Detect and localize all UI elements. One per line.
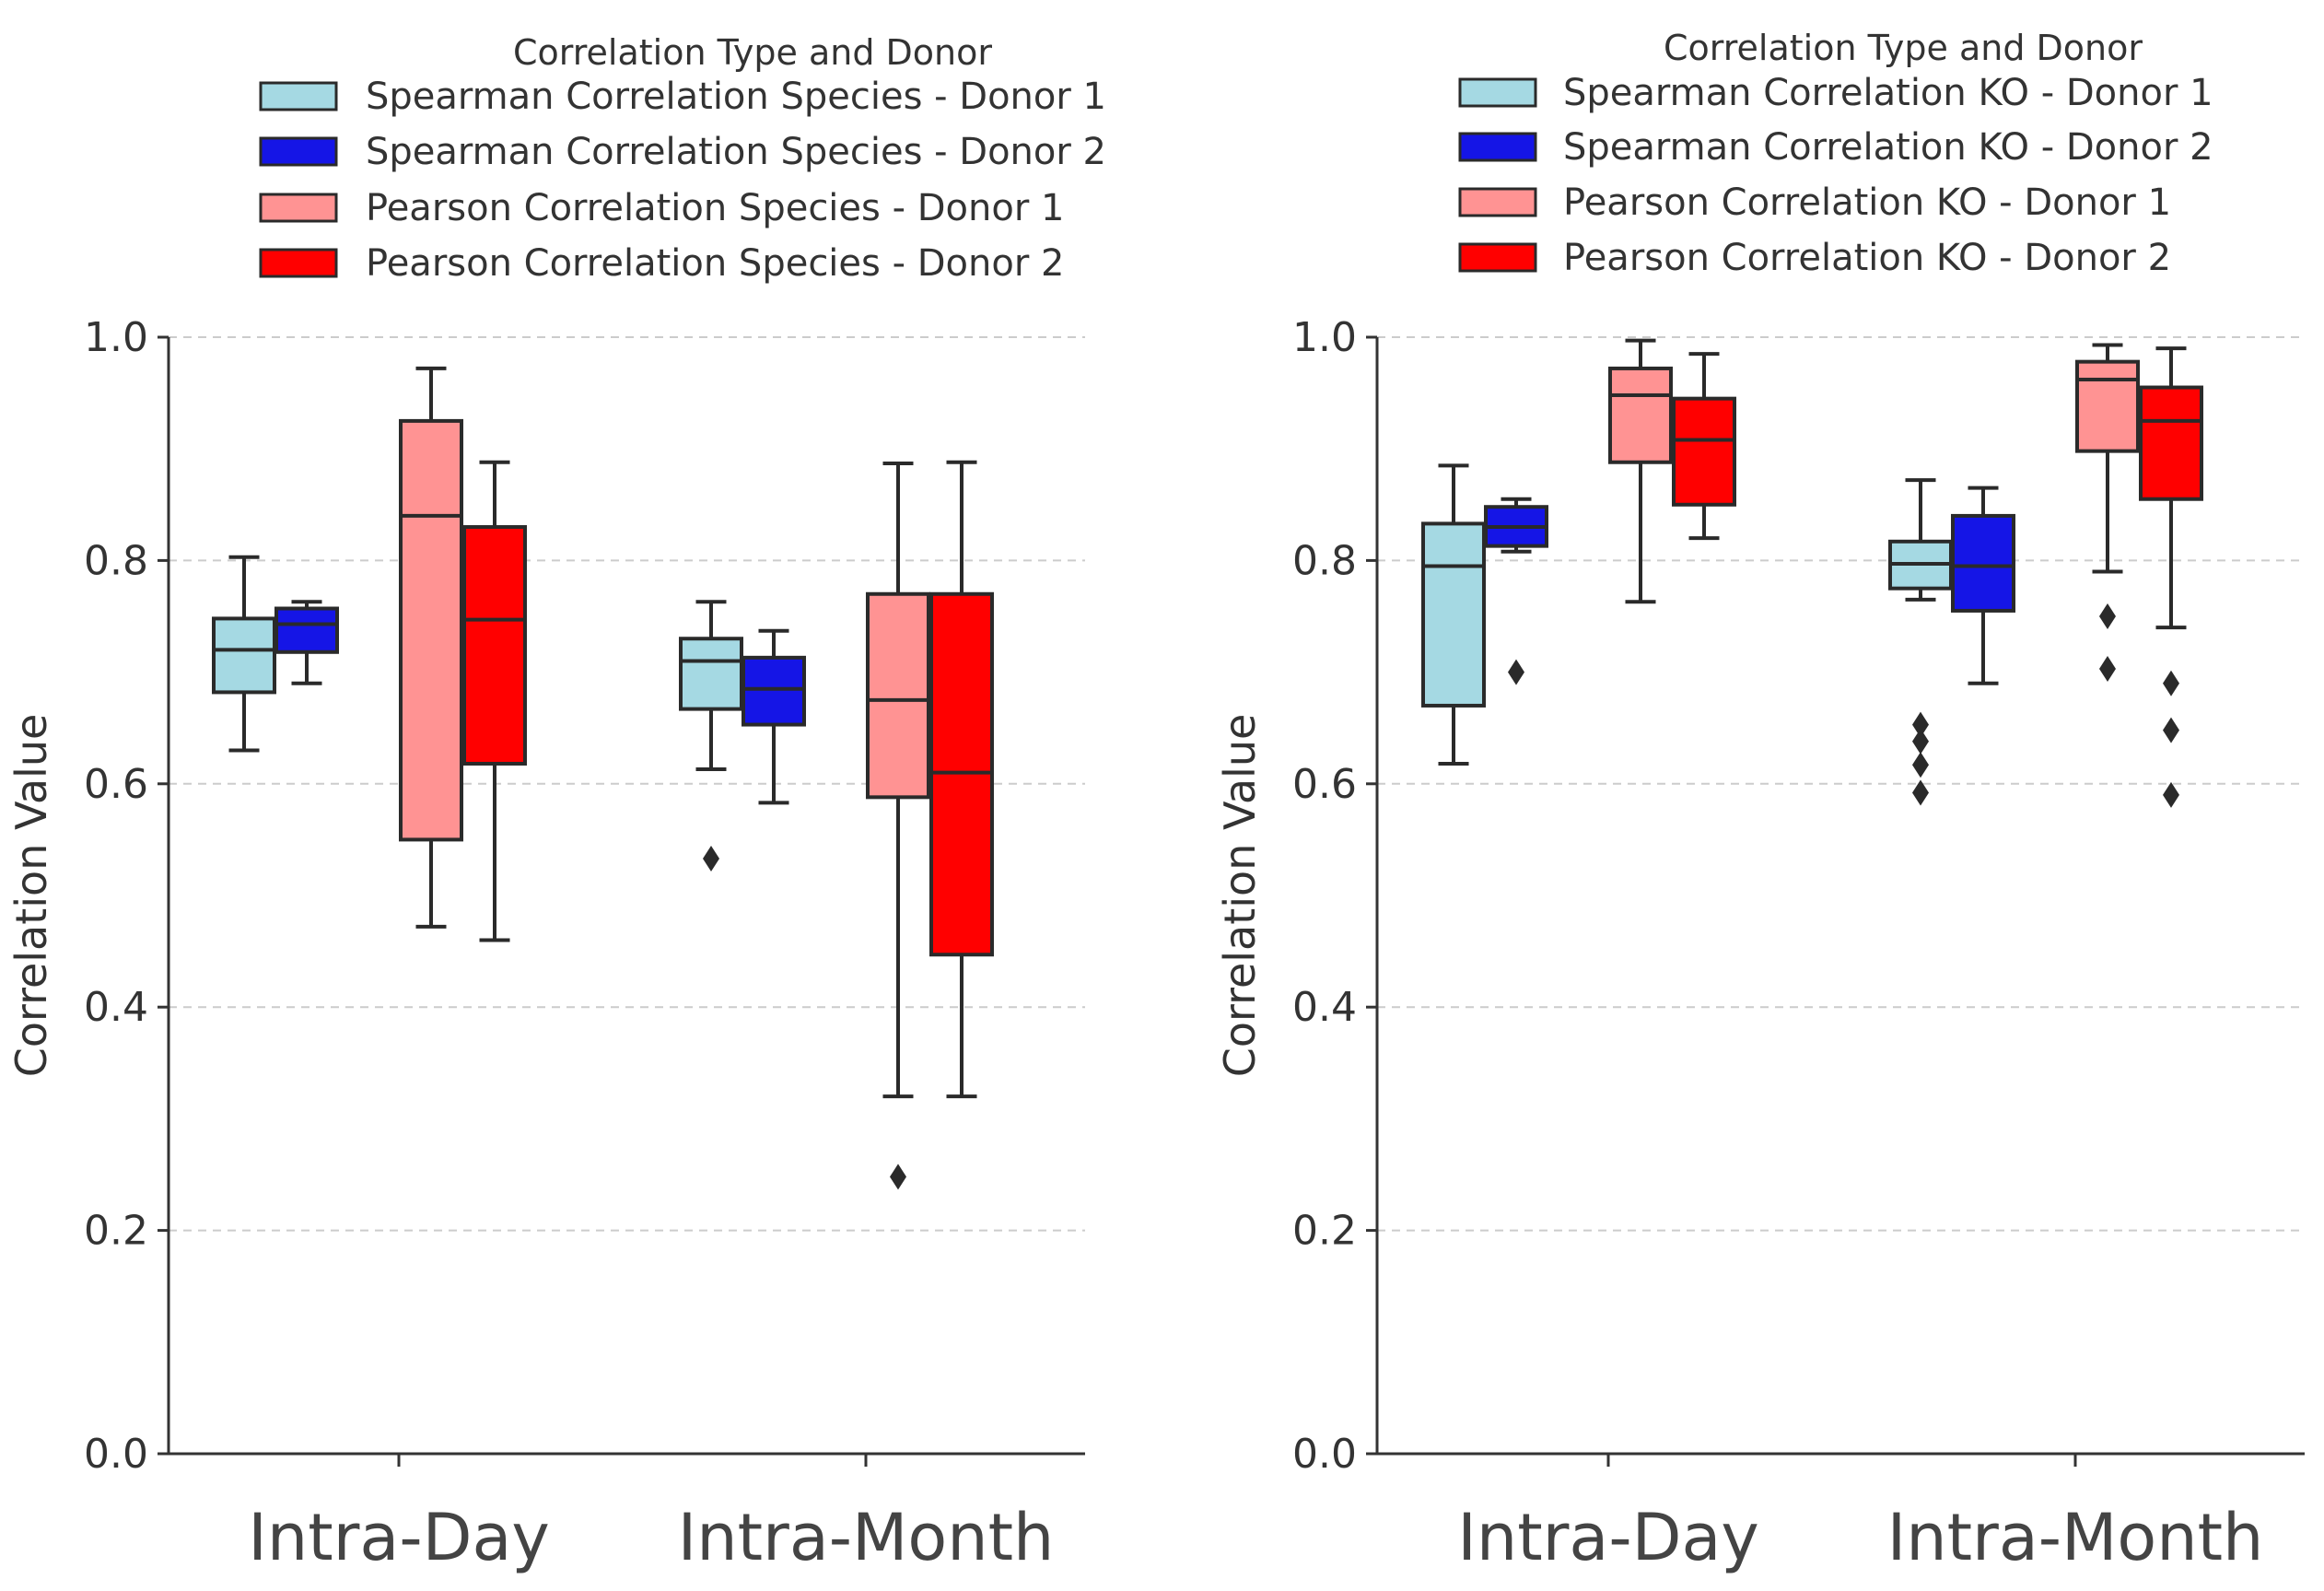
box-body [742,655,806,727]
legend-item: Spearman Correlation KO - Donor 2 [1458,126,2213,169]
y-tick-label: 0.6 [1292,761,1357,808]
x-tick-label: Intra-Day [248,1500,550,1575]
box-body [212,616,276,695]
y-tick-label: 0.8 [1292,537,1357,584]
box-body [399,418,463,842]
y-tick-label: 0.4 [1292,984,1357,1031]
legend-label: Pearson Correlation KO - Donor 1 [1563,181,2171,224]
legend-title: Correlation Type and Donor [1664,28,2143,68]
box-body [1421,521,1486,708]
box-body [462,525,527,766]
box-body [1608,366,1673,464]
y-tick-label: 0.0 [84,1431,148,1478]
legend-label: Pearson Correlation Species - Donor 1 [366,187,1064,229]
legend-item: Pearson Correlation Species - Donor 1 [259,187,1064,229]
legend-swatch [1458,187,1537,217]
x-tick-label: Intra-Month [678,1500,1055,1575]
boxes [1421,338,2203,808]
gridlines [1377,336,2305,1232]
box-1-intra-day [1421,463,1486,766]
box-2-intra-month [742,628,806,805]
legend-swatch [259,136,338,167]
box-3-intra-month [866,461,930,1190]
outlier-point [2163,781,2179,808]
x-axis-ticks: Intra-Day Intra-Month [248,1454,1054,1575]
box-1-intra-month [1888,478,1953,806]
legend-title: Correlation Type and Donor [513,32,992,73]
box-2-intra-month [1951,485,2015,685]
legend-swatch [259,248,338,278]
x-axis-ticks: Intra-Day Intra-Month [1457,1454,2263,1575]
box-4-intra-day [462,460,527,942]
y-axis-label: Correlation Value [1215,714,1265,1078]
outlier-point [1912,711,1929,738]
outlier-point [1912,728,1929,755]
legend-swatch [259,81,338,111]
y-tick-label: 0.2 [1292,1208,1357,1255]
box-body [1951,513,2015,613]
box-body [2139,385,2203,501]
x-tick-label: Intra-Day [1457,1500,1759,1575]
y-tick-label: 1.0 [1292,314,1357,361]
y-axis-ticks: 0.0 0.2 0.4 0.6 0.8 1.0 [84,314,169,1478]
chart-panel-1: 0.0 0.2 0.4 0.6 0.8 1.0 Intra-Day Intra-Month Co… [6,32,1106,1575]
legend-swatch [1458,242,1537,273]
y-tick-label: 0.2 [84,1208,148,1255]
y-tick-label: 0.4 [84,984,148,1031]
boxes [212,366,994,1190]
outlier-point [1912,752,1929,778]
box-3-intra-day [1608,338,1673,604]
chart-panel-2: 0.0 0.2 0.4 0.6 0.8 1.0 Intra-Day Intra-Month Co… [1215,28,2305,1575]
outlier-point [890,1164,906,1190]
box-1-intra-day [212,555,276,753]
x-tick-label: Intra-Month [1887,1500,2264,1575]
box-body [866,591,930,800]
legend-label: Spearman Correlation KO - Donor 2 [1563,126,2213,169]
legend-label: Pearson Correlation Species - Donor 2 [366,242,1064,285]
y-tick-label: 0.0 [1292,1431,1357,1478]
legend-item: Spearman Correlation KO - Donor 1 [1458,72,2213,114]
box-body [274,606,339,654]
legend-swatch [259,193,338,223]
box-3-intra-month [2075,343,2140,682]
legend-item: Pearson Correlation KO - Donor 2 [1458,237,2171,279]
legend-label: Spearman Correlation Species - Donor 2 [366,131,1106,173]
y-axis-ticks: 0.0 0.2 0.4 0.6 0.8 1.0 [1292,314,1377,1478]
box-4-intra-month [2139,346,2203,808]
legend-item: Spearman Correlation Species - Donor 2 [259,131,1106,173]
legend-item: Pearson Correlation KO - Donor 1 [1458,181,2171,224]
outlier-point [2099,655,2116,682]
box-body [1672,396,1736,507]
outlier-point [2163,717,2179,743]
gridlines [169,336,1085,1232]
y-tick-label: 0.8 [84,537,148,584]
box-3-intra-day [399,366,463,929]
legend-label: Spearman Correlation Species - Donor 1 [366,76,1106,118]
outlier-point [2099,603,2116,629]
box-2-intra-day [1484,497,1548,685]
y-tick-label: 0.6 [84,761,148,808]
box-body [679,637,743,711]
y-axis-label: Correlation Value [6,714,56,1078]
legend-item: Spearman Correlation Species - Donor 1 [259,76,1106,118]
y-tick-label: 1.0 [84,314,148,361]
box-body [2075,359,2140,453]
outlier-point [1508,659,1524,685]
outlier-point [703,846,719,872]
legend-label: Pearson Correlation KO - Donor 2 [1563,237,2171,279]
legend-swatch [1458,132,1537,162]
legend-item: Pearson Correlation Species - Donor 2 [259,242,1064,285]
outlier-point [1912,779,1929,806]
legend-swatch [1458,77,1537,108]
box-4-intra-day [1672,352,1736,541]
box-1-intra-month [679,600,743,872]
legend-label: Spearman Correlation KO - Donor 1 [1563,72,2213,114]
outlier-point [2163,670,2179,696]
box-2-intra-day [274,600,339,685]
box-4-intra-month [929,460,994,1099]
